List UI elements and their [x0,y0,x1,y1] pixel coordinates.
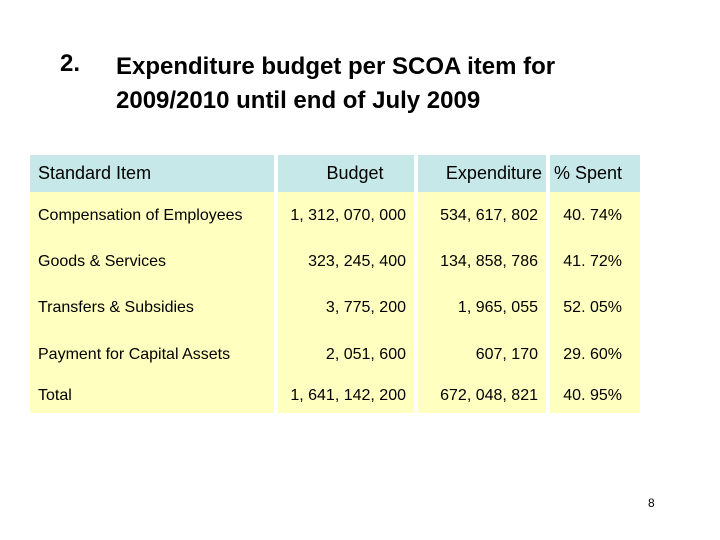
row-percent: 29. 60% [563,346,622,363]
heading-number: 2. [60,50,81,77]
row-budget: 2, 051, 600 [325,346,406,363]
row-item: Payment for Capital Assets [38,346,231,363]
row-item: Goods & Services [38,253,167,270]
header-percent-spent: % Spent [550,155,640,192]
page-number: 8 [648,496,655,510]
header-budget: Budget [278,155,414,192]
row-expenditure: 1, 965, 055 [457,299,538,316]
row-budget: 3, 775, 200 [325,299,406,316]
row-percent: 41. 72% [563,253,622,270]
row-expenditure: 534, 617, 802 [440,207,538,224]
heading-title: Expenditure budget per SCOA item for 200… [116,50,696,118]
heading-line-1: Expenditure budget per SCOA item for [116,53,556,80]
total-row-percent: 40. 95% [563,387,622,404]
row-percent: 40. 74% [563,207,622,224]
column-item-background [30,192,274,413]
total-row-item: Total [38,387,72,404]
header-expenditure: Expenditure [418,155,546,192]
column-expenditure-background [418,192,546,413]
column-budget-background [278,192,414,413]
heading-line-2: 2009/2010 until end of July 2009 [116,87,481,114]
row-budget: 1, 312, 070, 000 [290,207,406,224]
row-item: Compensation of Employees [38,207,243,224]
column-percent-background [550,192,640,413]
row-item: Transfers & Subsidies [38,299,194,316]
total-row-expenditure: 672, 048, 821 [440,387,538,404]
row-budget: 323, 245, 400 [308,253,406,270]
row-expenditure: 607, 170 [475,346,538,363]
header-standard-item: Standard Item [30,155,274,192]
total-row-budget: 1, 641, 142, 200 [290,387,406,404]
row-expenditure: 134, 858, 786 [440,253,538,270]
row-percent: 52. 05% [563,299,622,316]
budget-table: Standard Item Budget Expenditure % Spent… [30,155,640,413]
